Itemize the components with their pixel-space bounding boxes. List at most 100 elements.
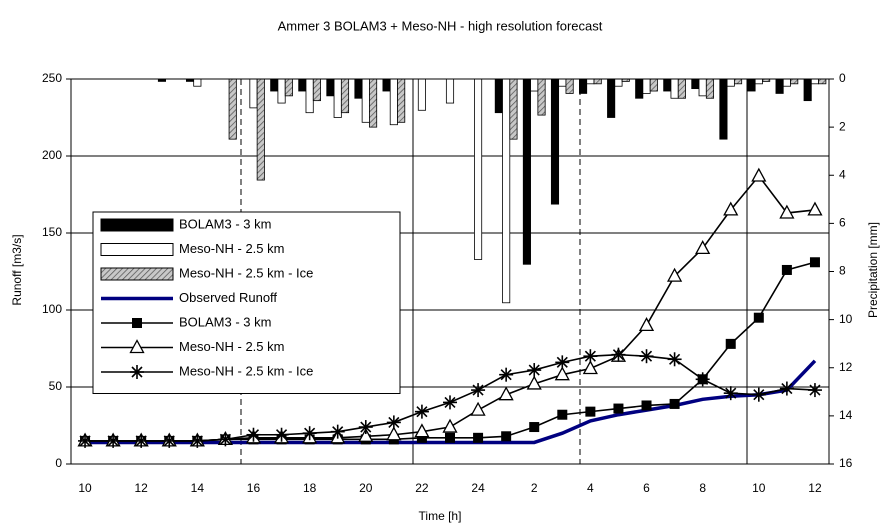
marker — [809, 257, 820, 268]
precip-bar — [228, 78, 237, 140]
marker — [554, 366, 570, 381]
marker — [445, 432, 455, 443]
marker — [807, 383, 822, 398]
legend-label: Meso-NH - 2.5 km — [179, 339, 284, 354]
marker — [723, 201, 739, 216]
legend: BOLAM3 - 3 km Meso-NH - 2.5 km Meso-NH - 2… — [92, 211, 401, 394]
precip-bar — [298, 78, 307, 92]
y2-tick-label: 16 — [839, 456, 853, 470]
marker — [302, 426, 317, 441]
precip-bar — [803, 78, 812, 102]
y2-tick-label: 10 — [839, 312, 853, 326]
marker — [386, 426, 402, 441]
y-tick-label: 100 — [42, 302, 62, 316]
marker-stroke — [725, 387, 737, 399]
precip-bar — [747, 78, 756, 92]
precip-bar — [691, 78, 700, 90]
legend-label: Observed Runoff — [179, 290, 277, 305]
marker — [779, 381, 794, 396]
precip-bar — [284, 78, 293, 97]
x-tick-label: 10 — [78, 481, 92, 495]
plot-frame — [70, 78, 830, 465]
marker — [498, 386, 514, 401]
precip-bar — [530, 78, 539, 92]
marker — [753, 312, 764, 323]
marker-stroke — [332, 426, 344, 438]
marker — [330, 424, 345, 439]
marker — [751, 387, 766, 402]
y-tick-label: 0 — [55, 456, 62, 470]
marker-stroke — [500, 369, 512, 381]
marker-stroke — [131, 366, 143, 378]
legend-box — [92, 211, 401, 394]
marker — [246, 427, 261, 442]
marker — [190, 433, 205, 448]
precip-bar — [593, 78, 602, 85]
precip-bar — [494, 78, 503, 114]
precip-bar — [340, 78, 350, 114]
x-tick-label: 16 — [247, 481, 261, 495]
precip-bar — [635, 78, 644, 99]
marker — [807, 201, 823, 216]
precip-bar — [502, 78, 511, 304]
marker-stroke — [556, 356, 568, 368]
marker — [667, 267, 683, 282]
legend-label: Meso-NH - 2.5 km - Ice — [179, 265, 313, 280]
marker-stroke — [360, 421, 372, 433]
marker-stroke — [275, 429, 288, 441]
marker — [414, 404, 429, 419]
marker — [129, 339, 145, 354]
marker — [557, 409, 568, 420]
legend-swatch — [100, 267, 174, 281]
marker — [358, 420, 373, 435]
precip-bar — [389, 78, 398, 126]
marker — [132, 318, 142, 328]
precip-bar — [537, 78, 546, 116]
precip-bar — [726, 78, 735, 87]
y2-tick-label: 0 — [839, 71, 846, 85]
precip-bar — [277, 78, 286, 104]
precip-bar — [382, 78, 391, 92]
precip-bar — [361, 78, 370, 123]
marker — [134, 433, 149, 448]
marker — [695, 372, 710, 387]
marker — [582, 360, 598, 375]
marker — [501, 431, 512, 442]
marker — [386, 415, 401, 430]
marker — [106, 433, 121, 448]
marker — [641, 400, 652, 411]
marker — [471, 383, 486, 398]
legend-label: BOLAM3 - 3 km — [179, 216, 271, 231]
marker — [611, 347, 626, 362]
marker — [162, 433, 177, 448]
x-tick-label: 14 — [191, 481, 205, 495]
precip-bar — [445, 78, 455, 104]
marker — [723, 386, 738, 401]
x-tick-label: 22 — [415, 481, 429, 495]
y2-tick-label: 12 — [839, 360, 853, 374]
precip-bar — [670, 78, 679, 99]
precip-bar — [649, 78, 658, 92]
precip-bar — [754, 78, 763, 85]
marker-stroke — [640, 350, 653, 362]
marker-stroke — [416, 406, 428, 418]
marker-stroke — [163, 435, 175, 447]
y-tick-label: 200 — [42, 148, 62, 162]
y-tick-label: 50 — [49, 379, 63, 393]
x-tick-label: 2 — [531, 481, 538, 495]
marker — [78, 433, 93, 448]
precip-bar — [354, 78, 363, 99]
marker — [695, 240, 711, 255]
precip-bar — [782, 78, 791, 87]
precip-bar — [397, 78, 406, 123]
precip-bar — [790, 78, 799, 85]
marker-stroke — [191, 435, 203, 447]
marker — [725, 338, 736, 349]
x-tick-label: 12 — [135, 481, 149, 495]
marker-stroke — [584, 350, 596, 362]
precip-bar — [474, 78, 483, 260]
legend-swatch — [100, 218, 174, 232]
precip-bar — [663, 78, 672, 92]
precip-bar — [333, 78, 342, 118]
